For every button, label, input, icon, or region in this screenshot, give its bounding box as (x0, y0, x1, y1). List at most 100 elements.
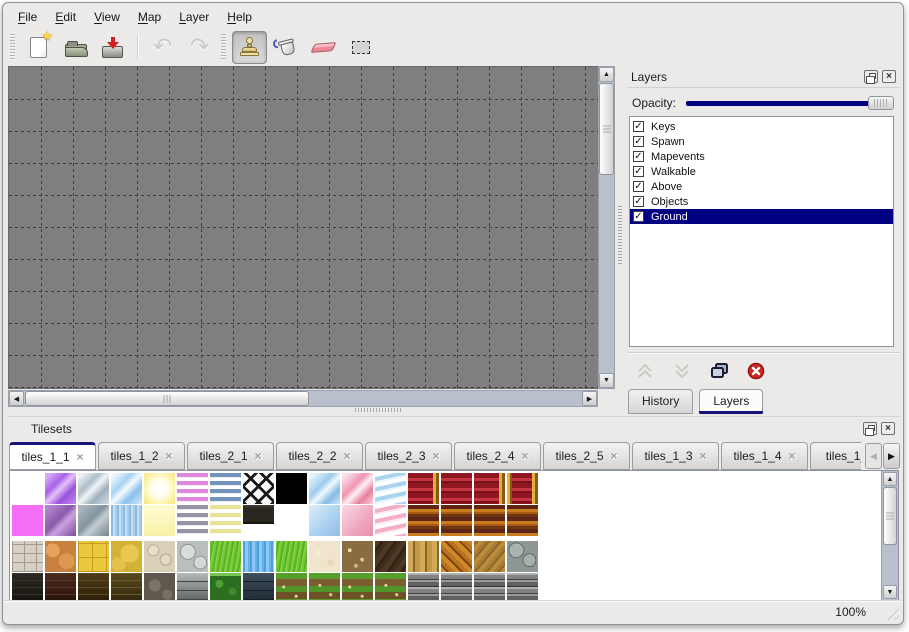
tile[interactable] (342, 573, 373, 600)
toolbar-drag-handle[interactable] (221, 34, 226, 60)
opacity-slider[interactable] (686, 95, 894, 111)
layer-row-mapevents[interactable]: ✓ Mapevents (630, 149, 893, 164)
scrollbar-thumb[interactable] (883, 487, 897, 545)
tileset-tab-tiles_1_3[interactable]: tiles_1_3 × (632, 442, 719, 470)
layer-row-keys[interactable]: ✓ Keys (630, 119, 893, 134)
tile[interactable] (474, 573, 505, 600)
save-button[interactable] (95, 31, 130, 64)
tileset-tab-tiles_2_1[interactable]: tiles_2_1 × (187, 442, 274, 470)
close-tab-icon[interactable]: × (343, 449, 351, 463)
stamp-tool-button[interactable] (232, 30, 267, 64)
tile[interactable] (111, 573, 142, 600)
tile[interactable] (144, 573, 175, 600)
undo-button[interactable]: ↶ (145, 31, 180, 64)
tab-scroll-left-button[interactable]: ◀ (865, 443, 882, 469)
close-tab-icon[interactable]: × (699, 449, 707, 463)
lower-layer-button[interactable] (672, 362, 692, 380)
tile[interactable] (375, 505, 406, 536)
close-tab-icon[interactable]: × (165, 449, 173, 463)
layer-visibility-checkbox[interactable]: ✓ (633, 165, 644, 177)
dock-tab-layers[interactable]: Layers (699, 389, 764, 414)
tile[interactable] (441, 573, 472, 600)
tile[interactable] (177, 541, 208, 572)
tileset-tab-tiles_2_2[interactable]: tiles_2_2 × (276, 442, 363, 470)
tile[interactable] (210, 573, 241, 600)
menu-help[interactable]: Help (227, 9, 252, 24)
tileset-tab-tiles_2_4[interactable]: tiles_2_4 × (454, 442, 541, 470)
tile[interactable] (507, 573, 538, 600)
redo-button[interactable]: ↷ (182, 31, 217, 64)
tile[interactable] (111, 541, 142, 572)
new-map-button[interactable]: ★ (21, 29, 56, 64)
tile[interactable] (45, 573, 76, 600)
tile[interactable] (177, 473, 208, 504)
tileset-tab-tiles_1_2[interactable]: tiles_1_2 × (98, 442, 185, 470)
tile[interactable] (309, 541, 340, 572)
layer-visibility-checkbox[interactable]: ✓ (633, 150, 644, 162)
tile[interactable] (375, 541, 406, 572)
tile[interactable] (144, 505, 175, 536)
tile[interactable] (507, 505, 538, 536)
tile[interactable] (441, 505, 472, 536)
tile[interactable] (408, 541, 439, 572)
tileset-tab-tiles_2_3[interactable]: tiles_2_3 × (365, 442, 452, 470)
tile[interactable] (12, 541, 43, 572)
tile[interactable] (441, 473, 472, 504)
canvas-vertical-scrollbar[interactable]: ▲ ▼ (598, 66, 615, 389)
tile[interactable] (276, 541, 307, 572)
tile[interactable] (210, 505, 241, 536)
tileset-vertical-scrollbar[interactable]: ▲ ▼ (881, 471, 898, 600)
tile[interactable] (408, 505, 439, 536)
layer-visibility-checkbox[interactable]: ✓ (633, 180, 644, 192)
duplicate-layer-button[interactable] (709, 362, 730, 380)
close-tab-icon[interactable]: × (76, 450, 84, 464)
tile[interactable] (375, 473, 406, 504)
scroll-left-arrow[interactable]: ◀ (9, 391, 24, 406)
scroll-up-arrow[interactable]: ▲ (883, 472, 897, 486)
layer-visibility-checkbox[interactable]: ✓ (633, 210, 644, 222)
tile[interactable] (78, 573, 109, 600)
tile[interactable] (309, 573, 340, 600)
tile[interactable] (474, 505, 505, 536)
menu-view[interactable]: View (94, 9, 120, 24)
tile[interactable] (78, 473, 109, 504)
close-tab-icon[interactable]: × (521, 449, 529, 463)
layer-row-walkable[interactable]: ✓ Walkable (630, 164, 893, 179)
close-tab-icon[interactable]: × (254, 449, 262, 463)
menu-map[interactable]: Map (137, 9, 162, 24)
tile[interactable] (144, 541, 175, 572)
tile[interactable] (342, 541, 373, 572)
tile[interactable] (276, 573, 307, 600)
close-tab-icon[interactable]: × (610, 449, 618, 463)
tile[interactable] (375, 573, 406, 600)
layer-row-objects[interactable]: ✓ Objects (630, 194, 893, 209)
tab-scroll-right-button[interactable]: ▶ (883, 443, 900, 469)
tile[interactable] (111, 505, 142, 536)
tile[interactable] (78, 541, 109, 572)
tile[interactable] (144, 473, 175, 504)
tile[interactable] (45, 473, 76, 504)
scroll-down-arrow[interactable]: ▼ (883, 585, 897, 599)
close-tab-icon[interactable]: × (788, 449, 796, 463)
select-tool-button[interactable] (343, 31, 378, 64)
scrollbar-thumb[interactable] (25, 391, 309, 406)
tile[interactable] (507, 473, 538, 504)
tileset-tab-tiles_1_1[interactable]: tiles_1_1 × (9, 442, 96, 470)
tile[interactable] (243, 541, 274, 572)
tile[interactable] (441, 541, 472, 572)
tile[interactable] (177, 573, 208, 600)
horizontal-splitter-handle[interactable] (355, 408, 401, 412)
scroll-down-arrow[interactable]: ▼ (599, 373, 614, 388)
tile[interactable] (243, 505, 274, 536)
tile[interactable] (309, 505, 340, 536)
tile[interactable] (177, 505, 208, 536)
scroll-up-arrow[interactable]: ▲ (599, 67, 614, 82)
layer-visibility-checkbox[interactable]: ✓ (633, 120, 644, 132)
tile[interactable] (474, 541, 505, 572)
tileset-tab-tiles_1_[interactable]: tiles_1_× (810, 442, 861, 470)
tile[interactable] (243, 573, 274, 600)
scrollbar-thumb[interactable] (599, 83, 614, 175)
tileset-tab-tiles_2_5[interactable]: tiles_2_5 × (543, 442, 630, 470)
opacity-slider-handle[interactable] (868, 96, 894, 110)
tile[interactable] (12, 573, 43, 600)
